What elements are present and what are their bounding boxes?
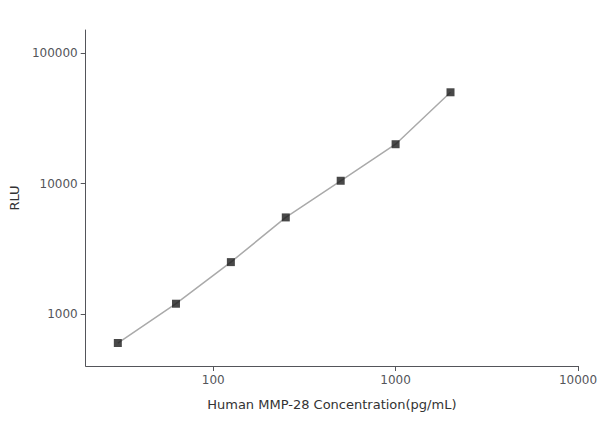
svg-text:1000: 1000 [47,307,78,321]
svg-text:RLU: RLU [7,185,22,210]
svg-text:1000: 1000 [380,373,411,387]
svg-text:10000: 10000 [40,177,78,191]
svg-text:10000: 10000 [559,373,597,387]
svg-text:100000: 100000 [32,46,78,60]
svg-text:Human MMP-28 Concentration(pg/: Human MMP-28 Concentration(pg/mL) [207,397,456,412]
svg-text:100: 100 [202,373,225,387]
